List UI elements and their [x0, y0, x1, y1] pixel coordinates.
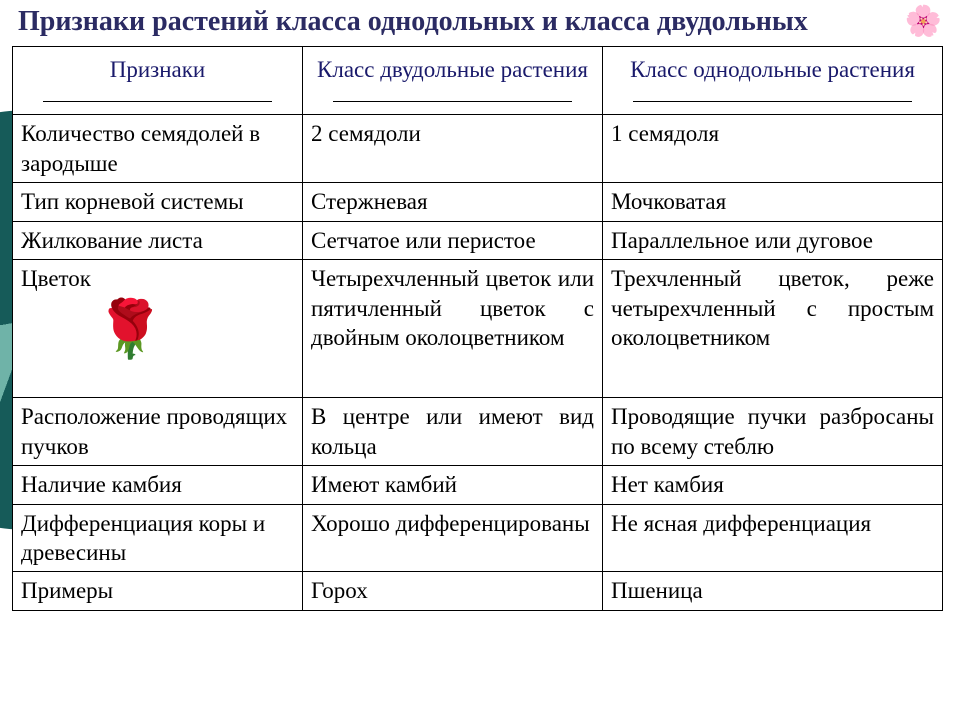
- cell-dicot: Сетчатое или перистое: [303, 221, 603, 259]
- cell-feature: Примеры: [13, 572, 303, 610]
- cell-feature: Цветок 🌹: [13, 260, 303, 398]
- header-dicot-label: Класс двудольные растения: [317, 57, 588, 82]
- rose-icon: 🌹: [95, 302, 165, 358]
- cell-feature: Дифференциация коры и древесины: [13, 504, 303, 572]
- cell-monocot: Трехчленный цветок, реже четырехчленный …: [603, 260, 943, 398]
- table-row: Наличие камбияИмеют камбийНет камбия: [13, 466, 943, 504]
- cell-monocot: 1 семядоля: [603, 115, 943, 183]
- table-body: Количество семядолей в зародыше2 семядол…: [13, 115, 943, 610]
- header-feature-label: Признаки: [110, 57, 206, 82]
- cell-monocot: Пшеница: [603, 572, 943, 610]
- table-row: Тип корневой системыСтержневаяМочковатая: [13, 183, 943, 221]
- header-monocot-label: Класс однодольные растения: [630, 57, 915, 82]
- cell-dicot: 2 семядоли: [303, 115, 603, 183]
- table-row: ПримерыГорохПшеница: [13, 572, 943, 610]
- cell-feature: Наличие камбия: [13, 466, 303, 504]
- cell-monocot: Параллельное или дуговое: [603, 221, 943, 259]
- cell-dicot: Стержневая: [303, 183, 603, 221]
- table-row: Расположение проводящих пучковВ центре и…: [13, 398, 943, 466]
- table-row: Цветок 🌹 Четырехчленный цветок или пятичле…: [13, 260, 943, 398]
- cell-feature-label: Цветок: [21, 264, 294, 293]
- cell-dicot: Горох: [303, 572, 603, 610]
- cell-dicot: Хорошо дифференцированы: [303, 504, 603, 572]
- cell-monocot: Мочковатая: [603, 183, 943, 221]
- cell-monocot: Не ясная дифференциация: [603, 504, 943, 572]
- table-header-row: Признаки Класс двудольные растения Класс…: [13, 47, 943, 115]
- cell-feature: Тип корневой системы: [13, 183, 303, 221]
- page-title-text: Признаки растений класса однодольных и к…: [18, 6, 808, 37]
- slide-content: Признаки растений класса однодольных и к…: [0, 0, 960, 720]
- cell-dicot: Четырехчленный цветок или пятичленный цв…: [303, 260, 603, 398]
- header-monocot: Класс однодольные растения: [603, 47, 943, 115]
- header-feature: Признаки: [13, 47, 303, 115]
- cell-monocot: Нет камбия: [603, 466, 943, 504]
- page-title: Признаки растений класса однодольных и к…: [18, 6, 948, 38]
- cell-dicot: Имеют камбий: [303, 466, 603, 504]
- header-underline: [633, 101, 912, 102]
- table-row: Жилкование листаСетчатое или перистоеПар…: [13, 221, 943, 259]
- header-dicot: Класс двудольные растения: [303, 47, 603, 115]
- cell-feature: Расположение проводящих пучков: [13, 398, 303, 466]
- table-row: Дифференциация коры и древесиныХорошо ди…: [13, 504, 943, 572]
- cell-feature: Количество семядолей в зародыше: [13, 115, 303, 183]
- table-row: Количество семядолей в зародыше2 семядол…: [13, 115, 943, 183]
- cell-feature: Жилкование листа: [13, 221, 303, 259]
- cell-monocot: Проводящие пучки разбросаны по всему сте…: [603, 398, 943, 466]
- flower-icon: 🌸: [905, 4, 942, 39]
- comparison-table: Признаки Класс двудольные растения Класс…: [12, 46, 943, 611]
- cell-dicot: В центре или имеют вид кольца: [303, 398, 603, 466]
- header-underline: [333, 101, 572, 102]
- header-underline: [43, 101, 272, 102]
